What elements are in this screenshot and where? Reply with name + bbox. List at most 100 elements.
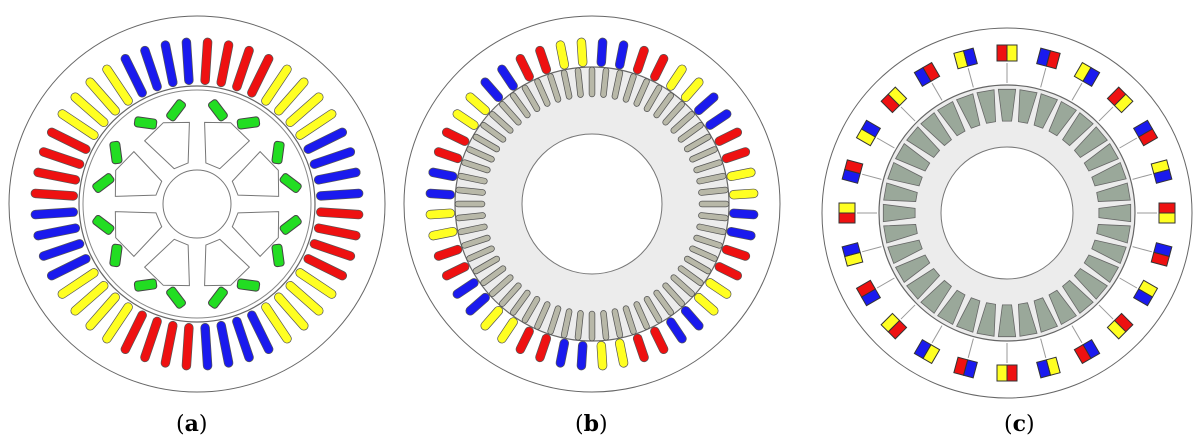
stator-slot [535, 46, 551, 74]
stator-slot [577, 341, 587, 370]
stator-slot [722, 245, 750, 261]
stator-slot [666, 65, 687, 90]
stator-slot [161, 321, 177, 367]
rotor-bar [462, 235, 490, 248]
rotor-bar [473, 134, 500, 152]
stator-slot [556, 339, 569, 367]
rotor-tooth [1048, 100, 1077, 137]
rotor-bar [671, 275, 695, 297]
stator-slot [86, 293, 120, 330]
rotor-tooth [887, 239, 923, 265]
magnet [208, 99, 228, 122]
rotor-tooth [1048, 289, 1077, 326]
caption-b: (b) [575, 411, 608, 437]
coil-side [1137, 128, 1159, 147]
coil-pair [1036, 47, 1061, 70]
stator-slot [426, 189, 455, 199]
coil-pair [841, 159, 864, 184]
stator-slot [34, 224, 80, 240]
stator-slot [694, 93, 718, 115]
coil-side [1113, 93, 1134, 114]
stator-slot [722, 147, 750, 163]
rotor-bar [623, 74, 636, 102]
stator-slot [481, 78, 503, 102]
rotor-bar [534, 79, 550, 107]
rotor-tooth [1062, 112, 1094, 147]
rotor-bar [575, 68, 584, 98]
rotor-tooth [1018, 89, 1038, 124]
rotor-bar [678, 122, 703, 142]
stator-slot [442, 262, 469, 280]
stator-slot [633, 334, 649, 362]
rotor-bar [663, 283, 685, 307]
rotor-cavity [114, 211, 163, 258]
stator-slot [715, 262, 742, 280]
coil-side [913, 338, 932, 360]
stator-slot [232, 46, 254, 91]
rotor-bar [678, 266, 703, 286]
stator-slot [729, 209, 758, 219]
stator-slot [286, 281, 323, 315]
magnet [271, 140, 285, 165]
rotor-bar [684, 256, 711, 274]
rotor-tooth [883, 182, 918, 202]
stator-slot [274, 78, 308, 115]
magnet [133, 116, 158, 130]
coil-lead [861, 246, 882, 253]
rotor-cavity [231, 150, 280, 197]
stator-slot [429, 168, 457, 181]
coil-pair [880, 86, 908, 114]
rotor-tooth [1073, 126, 1108, 158]
stator-slot [694, 293, 718, 315]
rotor-bar [600, 310, 609, 340]
stator-slot [577, 38, 587, 67]
coil-side [1158, 212, 1176, 224]
rotor-bar [623, 306, 636, 334]
coil-side [838, 202, 856, 214]
stator-slot [304, 128, 347, 154]
rotor-tooth [1073, 268, 1108, 300]
coil-lead [1119, 137, 1138, 149]
rotor-tooth [997, 304, 1017, 338]
coil-lead [900, 106, 916, 122]
rotor-bar [548, 74, 561, 102]
rotor-bar [522, 85, 540, 112]
coil-lead [1098, 304, 1114, 320]
stator-slot [261, 303, 292, 343]
stator-slot [121, 54, 147, 97]
rotor-bar [689, 146, 717, 162]
rotor-tooth [920, 279, 952, 314]
stator-slot [681, 306, 703, 330]
rotor-bar [458, 173, 487, 184]
rotor-bar [612, 309, 623, 338]
rotor-tooth [955, 297, 981, 333]
rotor-tooth [906, 126, 941, 158]
stator-slot [497, 65, 518, 90]
rotor-bar [462, 160, 490, 173]
rotor-cavity [114, 150, 163, 197]
rotor-bar [671, 111, 695, 133]
coil-pair [996, 364, 1018, 382]
rotor-cavity [204, 121, 251, 170]
rotor-tooth [997, 88, 1017, 122]
stator-slot [681, 78, 703, 102]
caption-c-label: c [1012, 411, 1026, 437]
rotor-tooth [906, 268, 941, 300]
stator-slot [217, 321, 233, 367]
rotor-bar [698, 212, 728, 221]
coil-side [855, 279, 877, 298]
stator-slot [140, 46, 162, 91]
rotor-bar [654, 290, 674, 315]
coil-side [844, 159, 864, 175]
coil-pair [880, 312, 908, 340]
rotor-bar [458, 224, 487, 235]
rotor-bar [644, 85, 662, 112]
stator-slot [650, 54, 668, 81]
stator-slot [666, 318, 687, 343]
coil-pair [913, 61, 941, 88]
stator-slot [140, 317, 162, 362]
rotor-tooth [937, 289, 966, 326]
stator-slot [102, 65, 133, 105]
rotor-bar [534, 301, 550, 329]
coil-side [996, 44, 1008, 62]
